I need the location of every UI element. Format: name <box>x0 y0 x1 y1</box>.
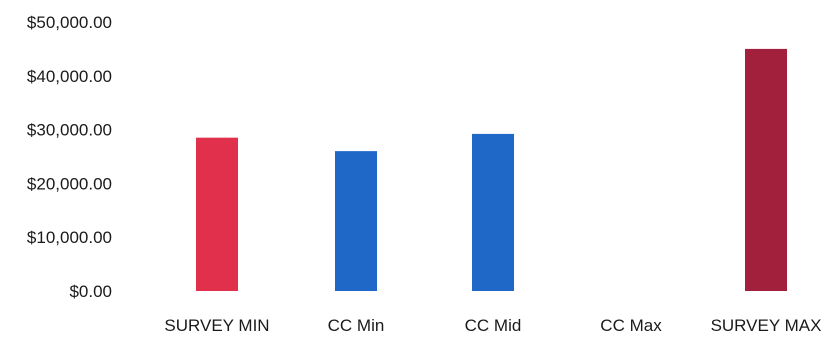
y-tick-label: $50,000.00 <box>27 13 112 32</box>
x-tick-label: CC Max <box>600 316 662 335</box>
y-tick-label: $0.00 <box>69 282 112 301</box>
bars <box>196 48 787 292</box>
x-tick-label: SURVEY MAX <box>711 316 822 335</box>
x-tick-label: CC Mid <box>465 316 522 335</box>
bar-cc-min <box>335 151 377 291</box>
y-axis: $0.00 $10,000.00 $20,000.00 $30,000.00 $40,0… <box>27 13 112 301</box>
x-tick-label: SURVEY MIN <box>164 316 269 335</box>
bar-cc-mid <box>472 133 514 291</box>
bar-survey-max <box>745 48 787 292</box>
bar-survey-min <box>196 137 238 291</box>
y-tick-label: $40,000.00 <box>27 67 112 86</box>
x-axis: SURVEY MIN CC Min CC Mid CC Max SURVEY MAX <box>164 316 821 335</box>
y-tick-label: $20,000.00 <box>27 174 112 193</box>
y-tick-label: $30,000.00 <box>27 121 112 140</box>
y-tick-label: $10,000.00 <box>27 228 112 247</box>
x-tick-label: CC Min <box>328 316 385 335</box>
